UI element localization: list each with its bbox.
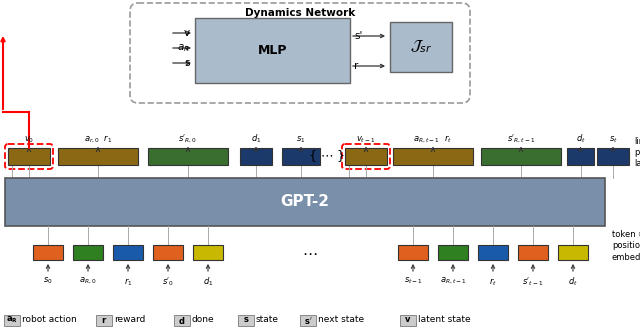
Bar — [518, 245, 548, 260]
Bar — [400, 315, 416, 326]
Bar — [481, 148, 561, 165]
Text: $d_t$: $d_t$ — [575, 133, 586, 145]
Bar — [58, 148, 138, 165]
Text: GPT-2: GPT-2 — [280, 194, 330, 209]
Text: $\mathcal{J}_{sr}$: $\mathcal{J}_{sr}$ — [410, 39, 432, 55]
Text: latent state: latent state — [418, 315, 470, 324]
Text: $\mathbf{s}$: $\mathbf{s}$ — [243, 315, 249, 324]
Bar — [438, 245, 468, 260]
Text: $r_t$: $r_t$ — [489, 276, 497, 287]
Text: $a_{r,0}\ \ r_1$: $a_{r,0}\ \ r_1$ — [84, 134, 112, 145]
Bar — [398, 245, 428, 260]
Bar — [478, 245, 508, 260]
Text: $d_1$: $d_1$ — [203, 276, 213, 288]
Text: $d_t$: $d_t$ — [568, 276, 578, 288]
Bar — [238, 315, 254, 326]
Text: $s_{t-1}$: $s_{t-1}$ — [403, 276, 422, 286]
Bar — [5, 178, 605, 226]
Bar — [4, 315, 20, 326]
Text: $s_1$: $s_1$ — [296, 135, 306, 145]
Text: $\mathbf{d}$: $\mathbf{d}$ — [179, 314, 186, 325]
Text: next state: next state — [318, 315, 364, 324]
Bar — [597, 148, 629, 165]
Text: linear
prediction
layer: linear prediction layer — [634, 137, 640, 168]
Text: $v_{t-1}$: $v_{t-1}$ — [356, 135, 376, 145]
Text: $v_0$: $v_0$ — [24, 135, 34, 145]
Bar — [113, 245, 143, 260]
Bar — [300, 315, 316, 326]
Text: state: state — [256, 315, 279, 324]
Text: $s_t$: $s_t$ — [609, 135, 618, 145]
Bar — [153, 245, 183, 260]
Text: $\{\ \cdots\ \}$: $\{\ \cdots\ \}$ — [308, 149, 346, 165]
Text: $s'_{R,t-1}$: $s'_{R,t-1}$ — [507, 133, 535, 145]
Bar — [96, 315, 112, 326]
Text: $\mathbf{r}$: $\mathbf{r}$ — [101, 315, 107, 325]
Text: MLP: MLP — [258, 44, 287, 57]
Text: $s_0$: $s_0$ — [43, 276, 53, 286]
Text: s': s' — [354, 31, 362, 41]
Text: $a_R$: $a_R$ — [177, 42, 190, 54]
Text: $a_{R,0}$: $a_{R,0}$ — [79, 276, 97, 286]
Text: $a_{R,t-1}\ \ r_t$: $a_{R,t-1}\ \ r_t$ — [413, 134, 452, 145]
Bar — [345, 148, 387, 165]
Bar — [148, 148, 228, 165]
Bar — [174, 315, 190, 326]
Text: r: r — [354, 61, 358, 71]
Text: $a_{R,t-1}$: $a_{R,t-1}$ — [440, 276, 467, 286]
Bar — [240, 148, 272, 165]
Bar — [73, 245, 103, 260]
Text: $\mathbf{v}$: $\mathbf{v}$ — [404, 315, 412, 324]
Text: reward: reward — [114, 315, 145, 324]
Text: $s'_0$: $s'_0$ — [162, 276, 174, 288]
Bar — [390, 22, 452, 72]
Bar — [193, 245, 223, 260]
Text: $s'_{t-1}$: $s'_{t-1}$ — [522, 276, 543, 288]
Text: s: s — [184, 58, 190, 68]
Bar — [8, 148, 50, 165]
Bar — [33, 245, 63, 260]
Bar — [393, 148, 473, 165]
Text: done: done — [192, 315, 214, 324]
Text: robot action: robot action — [22, 315, 77, 324]
Text: token ①
positional
embedding: token ① positional embedding — [612, 230, 640, 262]
Text: $d_1$: $d_1$ — [251, 133, 261, 145]
Bar — [558, 245, 588, 260]
Text: $r_1$: $r_1$ — [124, 276, 132, 287]
Bar — [195, 18, 350, 83]
Text: v: v — [184, 28, 190, 38]
Text: $\mathbf{s'}$: $\mathbf{s'}$ — [304, 314, 312, 325]
Text: $\cdots$: $\cdots$ — [302, 245, 317, 260]
Bar — [567, 148, 594, 165]
Bar — [282, 148, 320, 165]
Text: Dynamics Network: Dynamics Network — [245, 8, 355, 18]
Text: $\mathbf{a_R}$: $\mathbf{a_R}$ — [6, 315, 18, 325]
Text: $s'_{R,0}$: $s'_{R,0}$ — [179, 133, 198, 145]
